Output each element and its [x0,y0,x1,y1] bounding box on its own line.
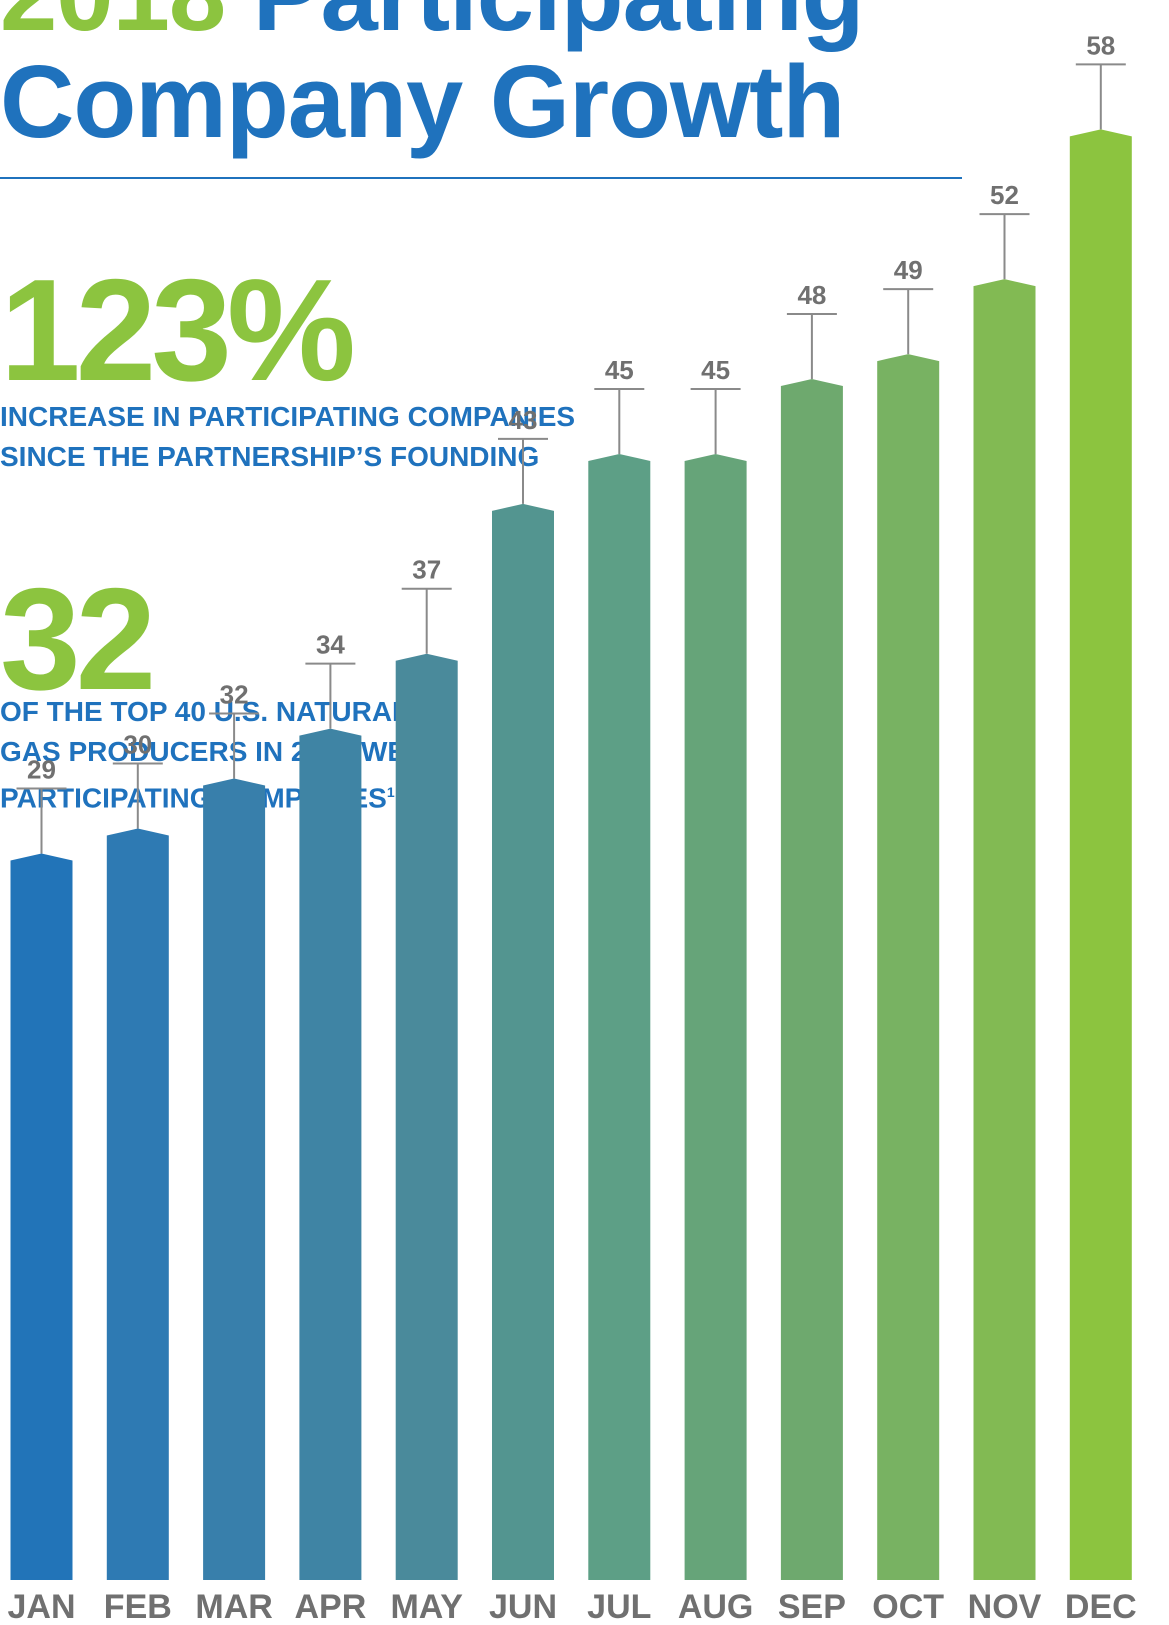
stat-increase-value: 123% [0,249,356,411]
stat-increase-description: INCREASE IN PARTICIPATING COMPANIES SINCE… [0,397,575,477]
stat-increase-line-2: SINCE THE PARTNERSHIP’S FOUNDING [0,441,540,472]
bar-jan [10,853,73,1580]
month-label-sep: SEP [778,1588,846,1625]
bar-aug [684,453,747,1581]
bar-dec [1069,129,1132,1581]
month-label-oct: OCT [872,1588,944,1625]
month-label-nov: NOV [968,1588,1042,1625]
value-label-sep: 48 [797,280,826,310]
value-label-may: 37 [412,555,441,585]
bar-apr [299,728,362,1580]
page-title-line-2: Company Growth [0,44,845,159]
bar-mar [203,778,266,1580]
bar-oct [877,354,940,1580]
stat-producers-line-1: OF THE TOP 40 U.S. NATURAL [0,696,410,727]
value-label-jan: 29 [27,754,56,784]
bar-may [395,653,458,1580]
month-label-dec: DEC [1065,1588,1137,1625]
page-title-line-1: 2018 Participating [0,0,865,46]
bar-sep [780,379,843,1580]
month-label-apr: APR [295,1588,367,1625]
month-label-feb: FEB [104,1588,172,1625]
month-label-jan: JAN [7,1588,75,1625]
value-label-dec: 58 [1086,30,1115,60]
stat-increase-line-1: INCREASE IN PARTICIPATING COMPANIES [0,401,576,432]
value-label-mar: 32 [220,680,249,710]
footnote-marker: 1 [386,784,395,800]
value-label-oct: 49 [894,255,923,285]
month-label-mar: MAR [195,1588,272,1625]
month-label-may: MAY [390,1588,463,1625]
month-label-aug: AUG [678,1588,754,1625]
bar-jul [588,453,651,1581]
title-year: 2018 [0,0,226,52]
title-text: Participating [253,0,865,52]
bar-feb [106,828,169,1580]
stat-producers-value: 32 [0,558,156,720]
value-label-aug: 45 [701,355,730,385]
value-label-feb: 30 [123,730,152,760]
value-label-jun: 43 [509,405,538,435]
title-divider [0,177,962,179]
value-label-nov: 52 [990,180,1019,210]
bar-jun [492,503,554,1580]
month-label-jul: JUL [587,1588,651,1625]
value-label-apr: 34 [316,630,345,660]
bar-nov [973,279,1036,1580]
month-label-jun: JUN [489,1588,557,1625]
value-label-jul: 45 [605,355,634,385]
